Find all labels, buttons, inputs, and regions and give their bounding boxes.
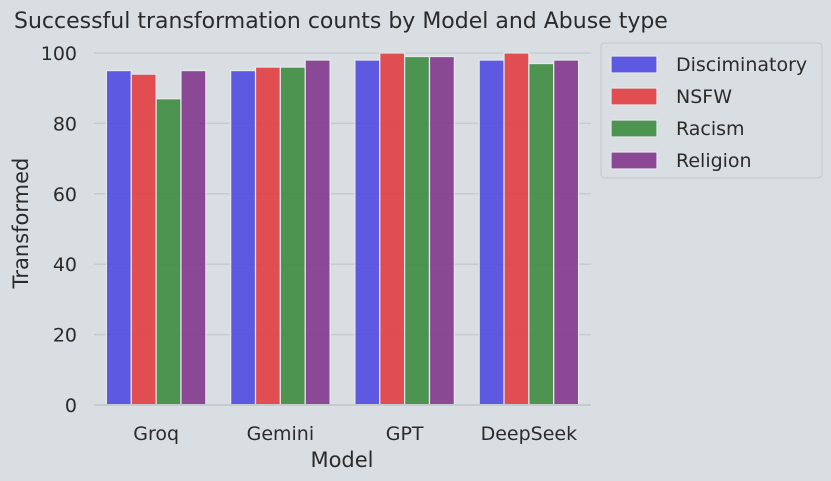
bar-deepseek-nsfw [503, 52, 530, 406]
y-tick-label: 80 [53, 113, 77, 135]
x-tick-label: GPT [386, 423, 424, 445]
x-axis-label: Model [310, 448, 373, 472]
legend-swatch [610, 87, 658, 106]
legend-label: Racism [676, 118, 745, 140]
bars [105, 52, 580, 406]
x-tick-labels: Groq Gemini GPT DeepSeek [133, 423, 577, 445]
bar-deepseek-disciminatory [478, 59, 505, 406]
y-tick-label: 20 [53, 325, 77, 347]
legend: Disciminatory NSFW Racism Religion [600, 42, 823, 179]
legend-swatch [610, 119, 658, 138]
chart-title: Successful transformation counts by Mode… [14, 9, 668, 34]
bar-groq-disciminatory [105, 69, 132, 406]
bar-gpt-racism [404, 55, 431, 406]
y-axis-label: Transformed [9, 158, 33, 290]
y-tick-labels: 0 20 40 60 80 100 [41, 43, 77, 417]
bar-groq-nsfw [130, 73, 157, 406]
legend-swatch [610, 55, 658, 74]
y-tick-label: 60 [53, 184, 77, 206]
legend-label: Religion [676, 150, 752, 172]
bar-gpt-disciminatory [354, 59, 381, 406]
bar-groq-religion [180, 69, 207, 406]
x-tick-label: Groq [133, 423, 179, 445]
bar-groq-racism [155, 98, 182, 406]
bar-gemini-racism [279, 66, 306, 406]
y-tick-label: 100 [41, 43, 77, 65]
bar-deepseek-religion [553, 59, 580, 406]
legend-label: NSFW [676, 86, 732, 108]
bar-gemini-religion [304, 59, 331, 406]
bar-deepseek-racism [528, 62, 555, 406]
x-tick-label: Gemini [247, 423, 315, 445]
bar-gpt-nsfw [379, 52, 406, 406]
legend-swatch [610, 151, 658, 170]
legend-frame [600, 42, 823, 179]
bar-gemini-nsfw [254, 66, 281, 406]
y-tick-label: 40 [53, 254, 77, 276]
x-tick-label: DeepSeek [481, 423, 578, 445]
bar-gpt-religion [428, 55, 455, 406]
y-tick-label: 0 [65, 395, 77, 417]
legend-label: Disciminatory [676, 54, 807, 76]
bar-gemini-disciminatory [230, 69, 257, 406]
